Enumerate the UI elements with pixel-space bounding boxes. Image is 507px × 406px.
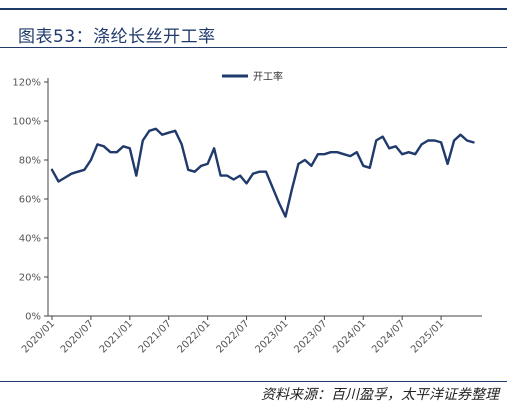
- x-tick-label: 2025/01: [409, 318, 446, 355]
- x-tick-label: 2023/01: [253, 318, 290, 355]
- footer-rule: [0, 381, 507, 382]
- x-tick-label: 2021/07: [137, 318, 174, 355]
- x-tick-label: 2020/07: [59, 318, 96, 355]
- series-line: [50, 127, 475, 218]
- source-note: 资料来源：百川盈孚，太平洋证券整理: [261, 387, 499, 403]
- title-rule: [0, 47, 507, 48]
- legend-label: 开工率: [253, 70, 283, 83]
- page-title: 图表53：涤纶长丝开工率: [18, 27, 216, 47]
- x-tick-label: 2021/01: [98, 318, 135, 355]
- line-chart: 0%20%40%60%80%100%120% 2020/01 2020/07 202…: [12, 70, 482, 355]
- y-tick-label: 40%: [19, 234, 41, 245]
- x-tick-label: 2022/07: [215, 318, 252, 355]
- top-rule: [0, 8, 507, 10]
- y-tick-label: 60%: [19, 195, 41, 206]
- x-axis: 2020/01 2020/07 2021/01 2021/07 2022/01 2022/…: [20, 315, 482, 355]
- y-tick-label: 80%: [19, 156, 41, 167]
- x-tick-label: 2023/07: [292, 318, 329, 355]
- y-tick-label: 20%: [19, 273, 41, 284]
- y-axis: 0% 20% 40% 60% 80% 100% 120%: [12, 78, 49, 323]
- y-tick-label: 120%: [12, 78, 41, 89]
- y-tick-label: 0%: [25, 312, 41, 323]
- x-tick-label: 2020/01: [20, 318, 57, 355]
- legend: 开工率: [222, 70, 283, 83]
- x-tick-label: 2024/01: [331, 318, 368, 355]
- series-group: [50, 127, 475, 218]
- y-tick-label: 100%: [12, 117, 41, 128]
- x-tick-label: 2022/01: [176, 318, 213, 355]
- x-tick-label: 2024/07: [370, 318, 407, 355]
